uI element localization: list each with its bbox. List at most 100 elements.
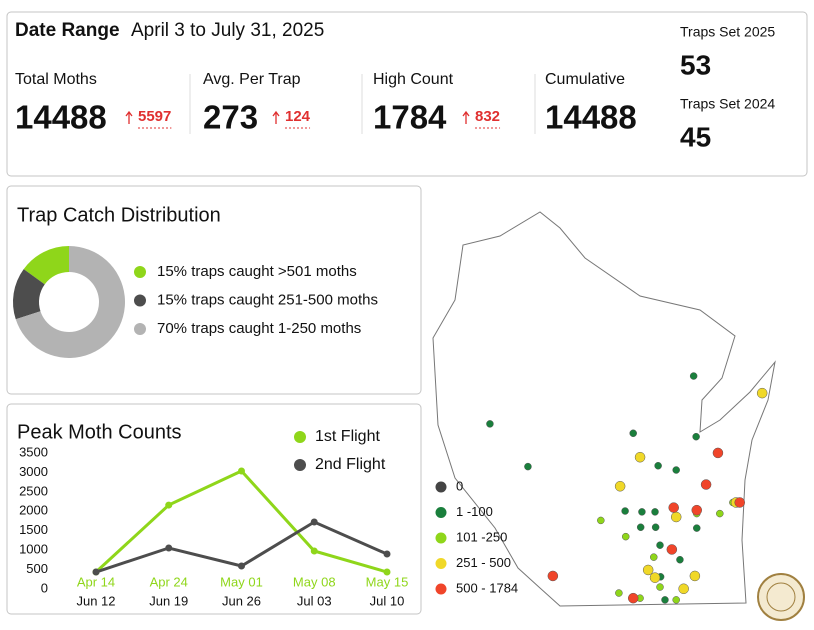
point xyxy=(383,550,391,558)
legend-label: 15% traps caught 251-500 moths xyxy=(157,291,378,308)
site-marker xyxy=(651,508,659,516)
site-marker xyxy=(651,523,660,532)
y-tick-label: 1000 xyxy=(19,542,48,557)
legend-dot xyxy=(435,558,447,569)
stat-change: 124 xyxy=(285,108,311,125)
legend-dot xyxy=(134,266,146,278)
site-marker xyxy=(615,589,623,597)
stat-change: 832 xyxy=(475,108,500,125)
y-tick-label: 0 xyxy=(41,580,48,595)
site-marker xyxy=(638,508,646,516)
legend-label: 0 xyxy=(456,478,463,493)
date-label: Date Range xyxy=(15,20,120,41)
site-marker xyxy=(656,583,664,591)
site-marker xyxy=(636,523,645,532)
point xyxy=(310,518,318,526)
site-marker xyxy=(716,509,724,518)
distribution-panel xyxy=(6,185,422,395)
legend-dot xyxy=(134,323,146,335)
legend-dot xyxy=(435,532,447,544)
point xyxy=(165,501,173,509)
site-marker xyxy=(734,497,745,508)
site-marker xyxy=(689,372,698,380)
y-tick-label: 2000 xyxy=(19,503,48,518)
legend-label: 500 - 1784 xyxy=(456,580,518,595)
legend-dot xyxy=(134,294,146,307)
site-marker xyxy=(666,544,678,555)
x-tick-label: Jun 19 xyxy=(149,593,188,608)
site-marker xyxy=(672,596,680,604)
site-marker xyxy=(654,461,662,470)
site-marker xyxy=(597,516,605,525)
legend-label: 101 -250 xyxy=(456,529,507,544)
x-tick-label: May 01 xyxy=(220,574,263,589)
site-marker xyxy=(689,570,701,582)
y-tick-label: 3500 xyxy=(19,444,48,459)
stat-value: 1784 xyxy=(373,99,447,136)
site-marker xyxy=(670,511,682,523)
site-marker xyxy=(693,524,701,532)
chart-title: Trap Catch Distribution xyxy=(17,204,221,226)
site-marker xyxy=(668,502,679,513)
site-marker xyxy=(700,479,712,490)
y-tick-label: 500 xyxy=(26,561,48,576)
state-outline xyxy=(432,211,776,607)
site-marker xyxy=(524,462,532,471)
seal xyxy=(757,573,805,621)
site-marker xyxy=(661,596,669,604)
donut-slice xyxy=(15,246,125,359)
legend-label: 1st Flight xyxy=(315,428,380,445)
summary-panel xyxy=(6,11,808,177)
site-marker xyxy=(486,420,494,428)
legend-label: 1 -100 xyxy=(456,504,493,519)
site-marker xyxy=(678,583,689,595)
point xyxy=(238,467,245,475)
donut-slice xyxy=(12,269,45,320)
donut-slice xyxy=(23,246,69,285)
legend-dot xyxy=(435,583,447,595)
site-marker xyxy=(634,451,646,463)
site-marker xyxy=(756,387,768,399)
legend-dot xyxy=(435,507,447,518)
y-tick-label: 2500 xyxy=(19,483,48,498)
stat-label: Avg. Per Trap xyxy=(203,71,301,88)
point xyxy=(310,547,318,555)
stat-label: High Count xyxy=(373,71,454,88)
site-marker xyxy=(649,572,661,583)
x-tick-label: Jul 03 xyxy=(297,593,332,608)
legend-label: 15% traps caught >501 moths xyxy=(157,263,357,280)
point xyxy=(238,562,245,570)
site-marker xyxy=(712,447,724,459)
y-tick-label: 3000 xyxy=(19,464,48,479)
site-marker xyxy=(621,532,630,541)
legend-label: 2nd Flight xyxy=(315,456,386,473)
x-tick-label: Jun 12 xyxy=(76,593,115,608)
chart-title: Peak Moth Counts xyxy=(17,421,182,443)
seal-ring xyxy=(757,573,805,621)
x-tick-label: May 15 xyxy=(366,574,409,589)
stat-label: Total Moths xyxy=(15,71,97,88)
site-marker xyxy=(629,429,637,438)
legend-dot xyxy=(294,431,306,443)
x-tick-label: Apr 14 xyxy=(77,574,115,589)
traps-value: 53 xyxy=(680,49,711,80)
y-tick-label: 1500 xyxy=(19,522,48,537)
site-marker xyxy=(547,570,559,582)
site-marker xyxy=(691,504,703,516)
x-tick-label: Jul 10 xyxy=(370,593,405,608)
site-marker xyxy=(650,553,658,561)
legend-label: 251 - 500 xyxy=(456,555,511,570)
site-marker xyxy=(621,507,629,515)
legend-dot xyxy=(435,481,447,493)
point xyxy=(92,568,100,576)
up-arrow xyxy=(272,110,280,124)
site-marker xyxy=(614,480,626,492)
traps-value: 45 xyxy=(680,121,711,152)
point xyxy=(383,568,391,576)
seal-inner xyxy=(766,582,796,612)
stat-value: 273 xyxy=(203,99,258,136)
stat-change: 5597 xyxy=(138,108,171,125)
up-arrow xyxy=(125,110,133,124)
point xyxy=(165,544,173,552)
